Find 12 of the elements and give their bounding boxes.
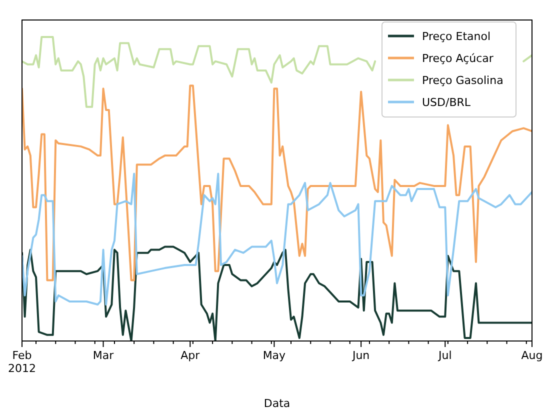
x-tick-label: Feb 2012 (8, 349, 36, 375)
x-tick-label: Mar (92, 349, 114, 362)
legend-label: Preço Açúcar (422, 52, 494, 65)
legend-label: Preço Gasolina (422, 74, 504, 87)
x-tick-label: Jul (437, 349, 452, 362)
x-tick-label: Aug (521, 349, 543, 362)
legend-label: Preço Etanol (422, 30, 491, 43)
x-tick-label: Jun (351, 349, 370, 362)
x-tick-label: Apr (180, 349, 200, 362)
legend-label: USD/BRL (422, 96, 472, 109)
x-tick-label: May (262, 349, 286, 362)
x-axis-title: Data (264, 397, 290, 410)
